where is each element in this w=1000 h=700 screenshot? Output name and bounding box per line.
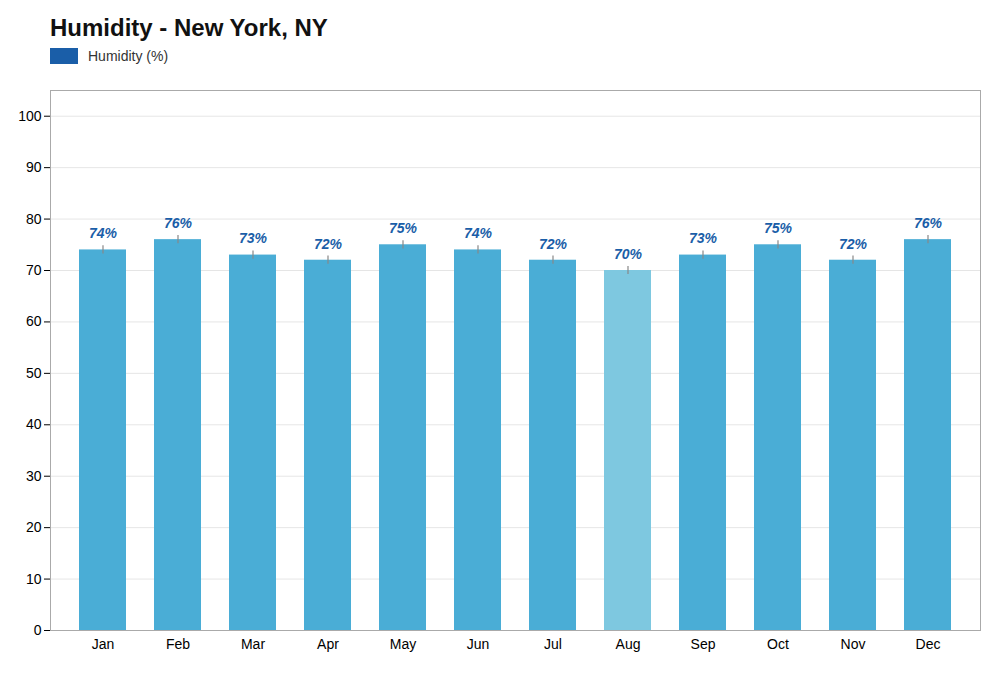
svg-text:72%: 72% xyxy=(839,236,868,252)
svg-text:Jun: Jun xyxy=(467,636,490,652)
html-text:Humidity (%): Humidity (%) xyxy=(88,48,169,64)
svg-text:Aug: Aug xyxy=(616,636,641,652)
svg-text:Apr: Apr xyxy=(317,636,339,652)
svg-text:80: 80 xyxy=(26,211,42,227)
svg-text:72%: 72% xyxy=(539,236,568,252)
svg-text:76%: 76% xyxy=(164,215,193,231)
svg-text:Sep: Sep xyxy=(691,636,716,652)
svg-text:10: 10 xyxy=(26,571,42,587)
svg-text:20: 20 xyxy=(26,519,42,535)
svg-text:40: 40 xyxy=(26,416,42,432)
svg-text:30: 30 xyxy=(26,468,42,484)
svg-text:75%: 75% xyxy=(764,220,793,236)
svg-text:73%: 73% xyxy=(239,230,268,246)
svg-text:60: 60 xyxy=(26,313,42,329)
svg-text:Jan: Jan xyxy=(92,636,115,652)
svg-text:100: 100 xyxy=(18,108,42,124)
svg-text:0: 0 xyxy=(34,622,42,638)
html-text:Humidity - New York, NY: Humidity - New York, NY xyxy=(50,14,328,41)
svg-text:Dec: Dec xyxy=(916,636,941,652)
svg-text:50: 50 xyxy=(26,365,42,381)
svg-text:74%: 74% xyxy=(464,225,493,241)
svg-text:Nov: Nov xyxy=(841,636,866,652)
svg-text:73%: 73% xyxy=(689,230,718,246)
svg-text:75%: 75% xyxy=(389,220,418,236)
svg-text:70%: 70% xyxy=(614,246,643,262)
svg-text:72%: 72% xyxy=(314,236,343,252)
svg-text:May: May xyxy=(390,636,416,652)
svg-text:Mar: Mar xyxy=(241,636,265,652)
svg-text:Jul: Jul xyxy=(544,636,562,652)
svg-text:90: 90 xyxy=(26,159,42,175)
svg-text:Oct: Oct xyxy=(767,636,789,652)
svg-text:Feb: Feb xyxy=(166,636,190,652)
svg-text:70: 70 xyxy=(26,262,42,278)
svg-text:74%: 74% xyxy=(89,225,118,241)
svg-text:76%: 76% xyxy=(914,215,943,231)
